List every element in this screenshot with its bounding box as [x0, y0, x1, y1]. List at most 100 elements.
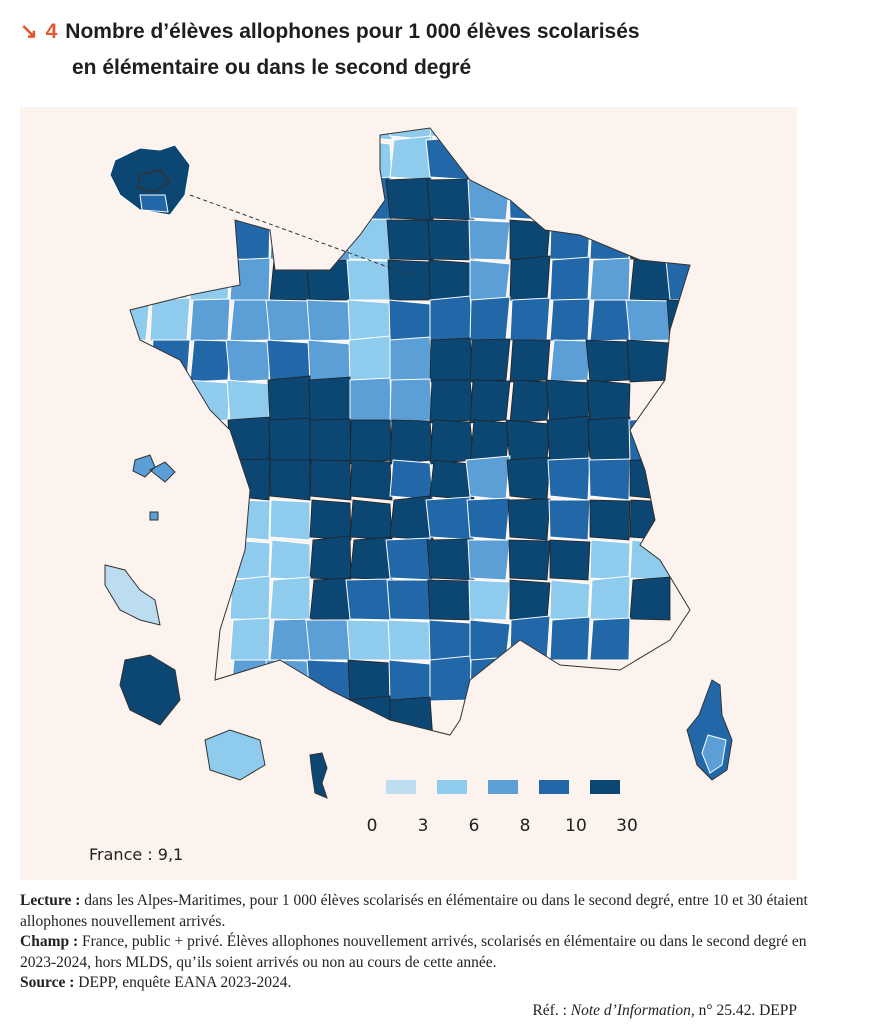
department	[269, 499, 311, 541]
department	[427, 579, 475, 621]
department	[429, 419, 475, 465]
source-label: Source :	[20, 974, 75, 991]
department	[427, 219, 475, 261]
department	[666, 299, 690, 342]
department	[629, 258, 671, 301]
department	[426, 178, 475, 221]
department	[626, 339, 671, 383]
legend-break-label: 8	[519, 816, 531, 836]
legend-swatch	[590, 780, 620, 794]
department	[387, 259, 434, 301]
department	[265, 659, 311, 702]
department	[466, 497, 511, 541]
department	[269, 576, 311, 621]
department	[308, 376, 352, 424]
departments	[130, 128, 690, 735]
department	[269, 216, 311, 261]
department	[269, 459, 311, 501]
department	[349, 377, 393, 424]
ref-prefix: Réf. :	[532, 1002, 571, 1019]
department	[509, 219, 551, 261]
department	[429, 295, 475, 342]
department	[149, 255, 191, 301]
department	[269, 258, 311, 301]
department	[549, 539, 591, 581]
ref-suffix: , n° 25.42. DEPP	[690, 1002, 797, 1019]
lecture-text: dans les Alpes-Maritimes, pour 1 000 élè…	[20, 892, 808, 930]
department	[347, 659, 393, 702]
department	[589, 575, 631, 621]
ile-de-france-inset	[109, 144, 191, 216]
guyane	[119, 654, 181, 726]
department	[306, 299, 352, 342]
legend-swatch	[539, 780, 569, 794]
department	[149, 297, 191, 342]
title-line-2: en élémentaire ou dans le second degré	[72, 56, 472, 79]
department	[509, 297, 551, 342]
department	[389, 378, 434, 424]
source-text: DEPP, enquête EANA 2023-2024.	[74, 974, 292, 991]
reference: Réf. : Note d’Information, n° 25.42. DEP…	[532, 1002, 797, 1020]
department	[226, 379, 271, 424]
department	[546, 415, 591, 465]
department	[589, 499, 631, 541]
legend-break-label: 6	[468, 816, 480, 836]
department	[426, 538, 475, 581]
department	[309, 418, 352, 465]
department	[229, 659, 271, 702]
department	[585, 339, 631, 383]
department	[229, 499, 271, 541]
department	[268, 417, 311, 465]
champ-text: France, public + privé. Élèves allophone…	[20, 933, 807, 971]
department	[549, 616, 591, 661]
lecture-label: Lecture :	[20, 892, 81, 909]
department	[225, 339, 271, 383]
figure-title: ↘ 4 Nombre d’élèves allophones pour 1 000 …	[20, 14, 640, 86]
department	[349, 176, 393, 221]
department	[425, 136, 475, 181]
department	[588, 458, 631, 501]
department	[549, 579, 591, 621]
department	[629, 216, 671, 261]
legend-break-label: 0	[366, 816, 378, 836]
department	[149, 339, 191, 383]
department	[269, 618, 311, 661]
department	[549, 256, 591, 301]
department	[305, 259, 352, 301]
corse-du-sud	[701, 734, 727, 774]
department	[349, 139, 393, 181]
department	[307, 699, 352, 735]
figure-number: 4	[45, 20, 58, 43]
department	[507, 498, 551, 541]
department	[388, 659, 434, 702]
department	[469, 296, 511, 342]
department	[307, 339, 352, 383]
department	[347, 299, 393, 342]
department	[665, 259, 690, 301]
department	[508, 179, 551, 221]
department	[509, 339, 551, 383]
department	[429, 128, 475, 141]
department	[387, 619, 434, 661]
department	[468, 579, 511, 621]
title-line-1: Nombre d’élèves allophones pour 1 000 él…	[65, 20, 640, 43]
department	[345, 578, 393, 621]
department	[309, 499, 352, 541]
department	[509, 255, 551, 301]
department	[305, 619, 352, 661]
department	[189, 298, 231, 342]
department	[386, 219, 434, 261]
department	[266, 339, 311, 383]
department	[130, 259, 151, 301]
department	[589, 257, 631, 301]
notes: Lecture : dans les Alpes-Maritimes, pour…	[20, 891, 810, 994]
department	[549, 219, 591, 261]
guadeloupe	[132, 454, 176, 521]
department	[229, 617, 271, 661]
department	[227, 416, 271, 465]
department	[229, 299, 271, 342]
department	[309, 459, 352, 501]
department	[385, 537, 434, 581]
department	[229, 575, 271, 621]
department	[309, 217, 352, 261]
